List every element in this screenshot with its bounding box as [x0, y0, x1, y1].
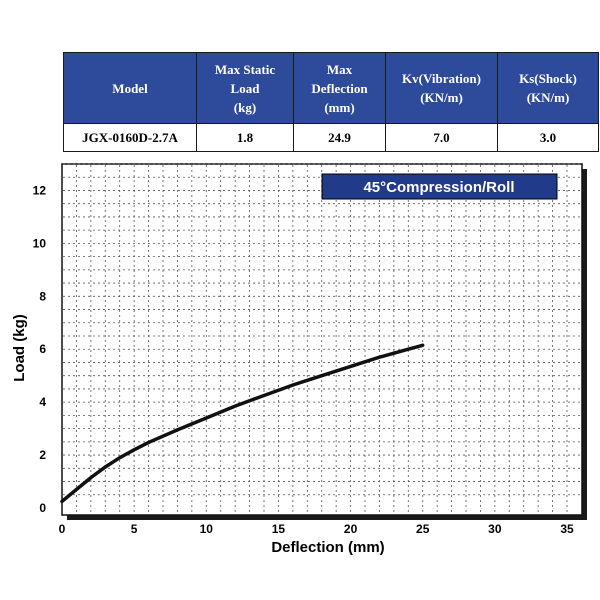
x-tick-label: 10: [200, 522, 214, 536]
chart-title-background: [321, 173, 558, 200]
y-tick-label: 10: [33, 236, 47, 250]
x-axis-title: Deflection (mm): [271, 539, 384, 556]
chart-title: 45°Compression/Roll: [363, 179, 514, 196]
cell-kv-vibration: 7.0: [385, 123, 498, 152]
x-tick-label: 20: [344, 522, 358, 536]
y-tick-label: 0: [39, 501, 46, 515]
cell-ks-shock: 3.0: [497, 123, 599, 152]
y-tick-label: 2: [39, 448, 46, 462]
cell-model: JGX-0160D-2.7A: [63, 123, 197, 152]
header-max-static-load: Max Static Load (kg): [196, 52, 294, 124]
y-axis-title: Load (kg): [11, 314, 28, 382]
x-tick-label: 15: [272, 522, 286, 536]
y-tick-label: 4: [39, 395, 46, 409]
y-tick-label: 8: [39, 289, 46, 303]
grid: [63, 163, 581, 514]
tick-labels: 0 5 10 15 20 25 30 35 0 2 4 6 8 10 12: [33, 183, 574, 536]
cell-max-static-load: 1.8: [196, 123, 294, 152]
spec-table: Model Max Static Load (kg) Max Deflectio…: [63, 52, 599, 152]
cell-max-deflection: 24.9: [293, 123, 386, 152]
load-curve: [60, 343, 425, 504]
header-ks-shock: Ks(Shock) (KN/m): [497, 52, 599, 124]
header-max-deflection: Max Deflection (mm): [293, 52, 386, 124]
x-tick-label: 5: [131, 522, 138, 536]
y-tick-label: 6: [39, 342, 46, 356]
x-tick-label: 0: [59, 522, 66, 536]
spec-table-header-row: Model Max Static Load (kg) Max Deflectio…: [63, 52, 599, 124]
chart-title-badge: 45°Compression/Roll: [321, 173, 558, 200]
x-tick-label: 30: [488, 522, 502, 536]
header-model: Model: [63, 52, 197, 124]
load-deflection-chart: 0 5 10 15 20 25 30 35 0 2 4 6 8 10 12 45°Compression/R…: [11, 163, 587, 556]
y-tick-label: 12: [33, 183, 47, 197]
header-kv-vibration: Kv(Vibration) (KN/m): [385, 52, 498, 124]
x-tick-label: 25: [416, 522, 430, 536]
x-tick-label: 35: [560, 522, 574, 536]
spec-table-row: JGX-0160D-2.7A 1.8 24.9 7.0 3.0: [63, 123, 599, 152]
